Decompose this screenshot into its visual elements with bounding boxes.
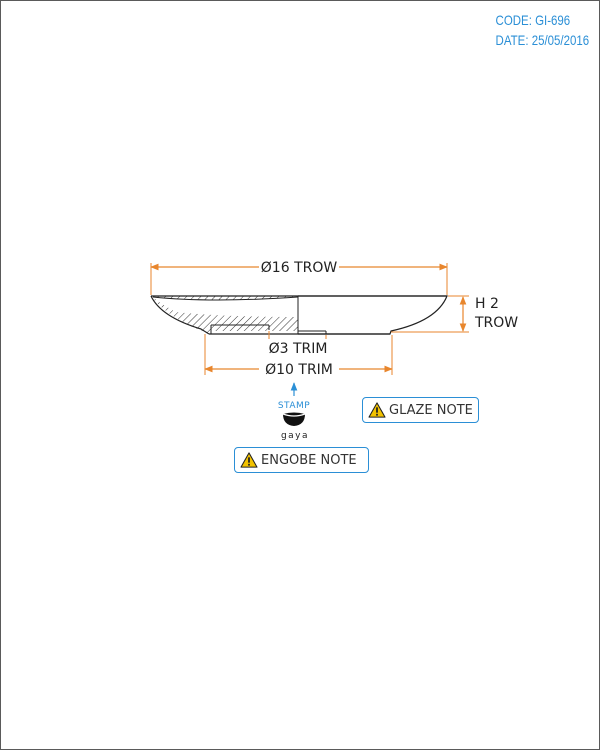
stamp-brand: gaya: [281, 431, 309, 441]
outer-diameter-label: Ø16 TROW: [261, 260, 338, 276]
height-unit-label: TROW: [474, 315, 518, 331]
warning-triangle-icon: [368, 402, 386, 418]
stamp-marker: STAMP gaya: [278, 382, 310, 441]
glaze-note-button[interactable]: GLAZE NOTE: [362, 397, 479, 423]
foot-inner-diameter-label: Ø3 TRIM: [269, 341, 328, 357]
drawing-date: DATE: 25/05/2016: [495, 32, 589, 48]
plate-section-left: [150, 295, 299, 335]
dim-outer-diameter: Ø16 TROW: [150, 260, 448, 295]
product-code: CODE: GI-696: [495, 12, 571, 28]
dim-foot: Ø3 TRIM Ø10 TRIM: [204, 331, 393, 378]
glaze-note-label: GLAZE NOTE: [389, 402, 473, 418]
engobe-note-button[interactable]: ENGOBE NOTE: [234, 447, 369, 473]
foot-outer-diameter-label: Ø10 TRIM: [265, 362, 333, 378]
height-value-label: H 2: [475, 296, 499, 312]
plate-outline-right: [151, 295, 448, 335]
title-block: CODE: GI-696 DATE: 25/05/2016: [495, 10, 589, 50]
engobe-note-label: ENGOBE NOTE: [261, 452, 357, 468]
warning-triangle-icon: [240, 452, 258, 468]
stamp-label: STAMP: [278, 401, 310, 411]
dim-height: H 2 TROW: [391, 295, 518, 333]
